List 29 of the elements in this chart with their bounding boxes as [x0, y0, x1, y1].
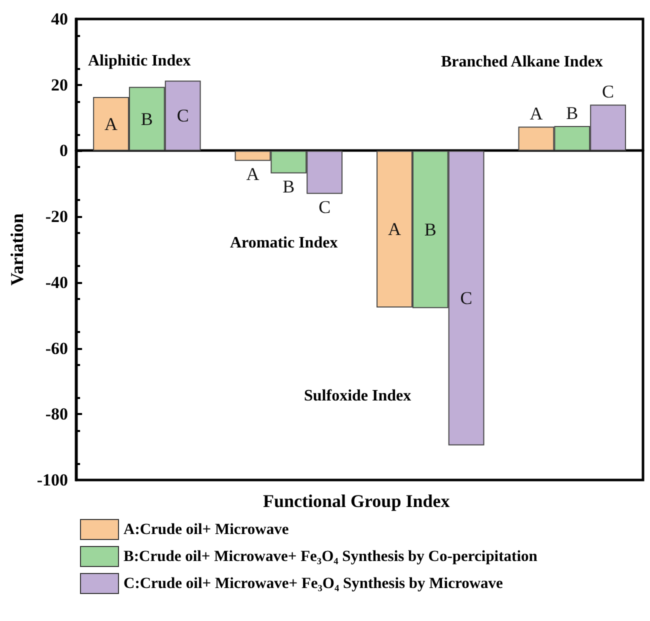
data-label: A [246, 164, 260, 184]
data-label: B [140, 108, 153, 129]
data-label: B [282, 176, 295, 196]
legend-label: A:Crude oil+ Microwave [124, 521, 289, 538]
y-tick-label: 0 [60, 141, 68, 160]
y-tick-label: -40 [45, 272, 68, 292]
data-label: C [602, 82, 614, 102]
data-label: C [460, 288, 472, 308]
legend-label: B:Crude oil+ Microwave+ Fe₃O₄ Synthesis by Co-percipitation [124, 548, 538, 565]
y-axis-title: Variation [7, 213, 27, 286]
annotation: Sulfoxide Index [304, 388, 412, 404]
annotation: Aliphitic Index [88, 52, 191, 70]
y-tick-label: 20 [51, 75, 68, 94]
data-label: C [176, 106, 189, 126]
y-tick-label: -80 [45, 404, 68, 424]
data-label: C [318, 196, 331, 217]
y-tick-label: 40 [51, 10, 68, 28]
data-label: A [530, 104, 543, 124]
data-label: A [104, 114, 118, 134]
annotation: Branched Alkane Index [441, 54, 603, 70]
annotation: Aromatic Index [230, 234, 338, 252]
y-tick-label: -20 [45, 207, 68, 226]
legend-label: C:Crude oil+ Microwave+ Fe₃O₄ Synthesis by Microwave [124, 575, 504, 592]
data-label: B [424, 219, 436, 240]
data-label: A [388, 219, 401, 240]
y-tick-label: -100 [36, 470, 68, 490]
y-tick-label: -60 [45, 338, 68, 358]
data-label: B [566, 103, 578, 124]
x-axis-title: Functional Group Index [263, 491, 450, 511]
